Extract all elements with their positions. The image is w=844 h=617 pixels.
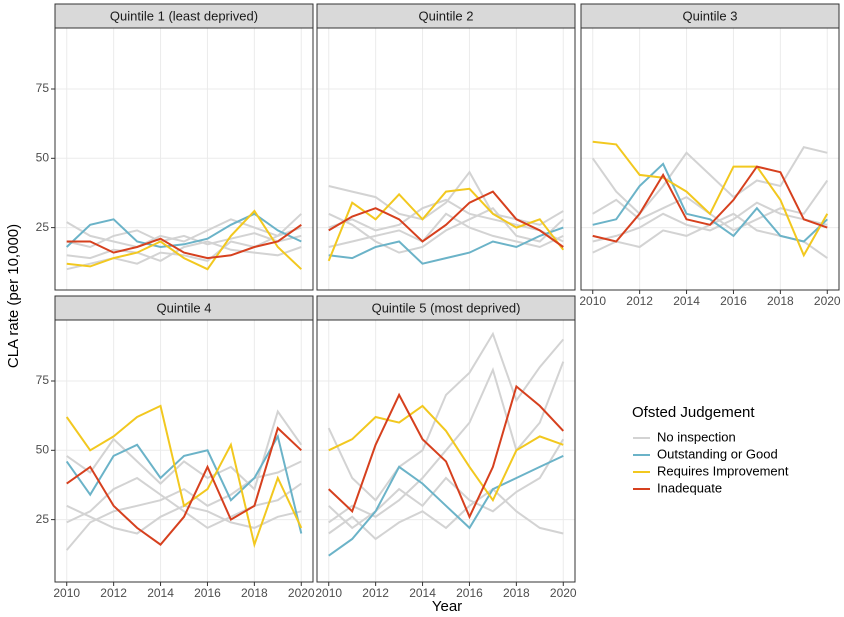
strip: [54, 3, 314, 29]
series-line: [592, 162, 828, 243]
series-line: [327, 187, 565, 262]
panel-background: [581, 28, 839, 290]
legend-label: Requires Improvement: [657, 463, 789, 478]
panel-background: [55, 320, 313, 582]
x-tick-label: 2014: [673, 294, 700, 308]
series-line: [66, 212, 302, 249]
y-tick-label: 25: [36, 220, 50, 234]
x-tick-label: 2014: [147, 586, 174, 600]
x-tick-label: 2014: [409, 586, 436, 600]
legend-label: Inadequate: [657, 480, 722, 495]
x-tick-label: 2020: [288, 586, 315, 600]
series-line: [592, 165, 828, 243]
x-tick-label: 2012: [100, 586, 127, 600]
series-line: [328, 438, 565, 530]
series-line: [328, 226, 564, 265]
y-tick-label: 75: [36, 81, 50, 95]
panel-background: [317, 28, 575, 290]
strip-title: Quintile 1 (least deprived): [110, 8, 258, 23]
x-tick-label: 2020: [814, 294, 841, 308]
series-line: [66, 240, 302, 262]
series-line: [328, 198, 564, 243]
x-tick-label: 2016: [456, 586, 483, 600]
x-tick-label: 2016: [720, 294, 747, 308]
y-axis-title: CLA rate (per 10,000): [5, 224, 22, 368]
series-line: [65, 433, 303, 534]
strip-title: Quintile 4: [157, 300, 212, 315]
strip: [316, 3, 576, 29]
series-line: [328, 454, 564, 557]
series-line: [592, 201, 828, 243]
x-tick-label: 2018: [241, 586, 268, 600]
legend-label: No inspection: [657, 429, 736, 444]
series-line: [65, 460, 302, 551]
x-tick-label: 2016: [194, 586, 221, 600]
x-tick-label: 2010: [579, 294, 606, 308]
strip-title: Quintile 3: [683, 8, 738, 23]
series-line: [328, 190, 564, 248]
series-line: [591, 146, 828, 216]
y-tick-label: 50: [36, 442, 50, 456]
y-tick-label: 50: [36, 150, 50, 164]
series-line: [328, 404, 564, 503]
strip: [54, 295, 314, 321]
x-tick-label: 2018: [767, 294, 794, 308]
legend-title: Ofsted Judgement: [632, 404, 755, 421]
series-line: [328, 206, 564, 254]
series-line: [66, 209, 302, 271]
y-tick-label: 75: [36, 373, 50, 387]
series-line: [66, 223, 302, 260]
series-line: [66, 229, 302, 249]
series-line: [65, 404, 303, 549]
y-tick-label: 25: [36, 512, 50, 526]
panel-background: [55, 28, 313, 290]
strip: [316, 295, 576, 321]
x-axis-title: Year: [432, 598, 462, 615]
x-tick-label: 2012: [626, 294, 653, 308]
series-line: [66, 426, 302, 546]
series-line: [328, 170, 564, 226]
x-tick-label: 2010: [315, 586, 342, 600]
series-line: [327, 331, 565, 502]
x-tick-label: 2020: [550, 586, 577, 600]
strip-title: Quintile 5 (most deprived): [372, 300, 521, 315]
series-line: [328, 361, 565, 524]
series-line: [328, 487, 564, 541]
series-line: [592, 140, 829, 258]
x-tick-label: 2018: [503, 586, 530, 600]
strip: [580, 3, 840, 29]
x-tick-label: 2010: [53, 586, 80, 600]
series-line: [328, 384, 565, 520]
x-tick-label: 2012: [362, 586, 389, 600]
strip-title: Quintile 2: [419, 8, 474, 23]
legend-label: Outstanding or Good: [657, 446, 778, 461]
series-line: [66, 476, 302, 530]
